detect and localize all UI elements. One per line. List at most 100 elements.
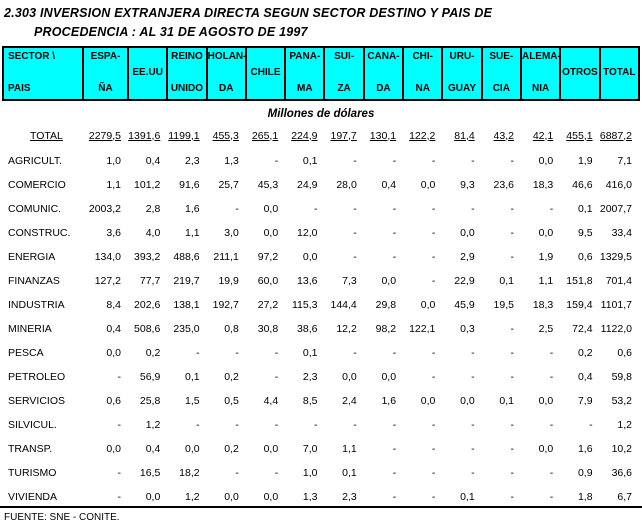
- table-cell: 192,7: [212, 299, 239, 311]
- table-cell: 0,0: [420, 179, 436, 191]
- table-cell: 1,6: [381, 395, 397, 407]
- table-cell: 0,2: [577, 347, 593, 359]
- table-cell: -: [471, 155, 475, 167]
- table-cell: -: [549, 491, 554, 503]
- column-header-line2: NIA: [532, 83, 550, 94]
- table-cell: 0,0: [538, 443, 554, 455]
- table-cell: 0,0: [145, 491, 161, 503]
- table-cell: -: [510, 467, 514, 479]
- table-cell: -: [353, 203, 357, 215]
- column-header-line1: OTROS: [562, 67, 598, 78]
- table-cell: 33,4: [611, 227, 632, 239]
- table-cell: 1199,1: [168, 129, 200, 142]
- table-cell: 1,3: [302, 491, 318, 503]
- table-cell: 508,6: [134, 323, 161, 335]
- table-cell: 0,1: [184, 371, 200, 383]
- title-line1: 2.303 INVERSION EXTRANJERA DIRECTA SEGUN…: [4, 6, 493, 20]
- table-cell: 151,8: [566, 275, 593, 287]
- table-row: SILVICUL. - 1,2 - - - - - - - - - - - 1,2: [3, 413, 639, 437]
- table-cell: 97,2: [257, 251, 279, 263]
- table-cell: -: [510, 371, 514, 383]
- table-cell: 98,2: [375, 323, 397, 335]
- table-cell: -: [392, 491, 397, 503]
- row-label: COMUNIC.: [8, 203, 62, 215]
- units-subtitle: Millones de dólares: [267, 108, 375, 120]
- table-cell: -: [274, 371, 279, 383]
- column-header: PANA- MA: [284, 46, 326, 101]
- corner-header-line1: SECTOR \: [8, 51, 56, 62]
- table-cell: -: [196, 347, 200, 359]
- table-cell: 1,2: [617, 419, 632, 431]
- column-header-line1: REINO: [171, 51, 203, 62]
- table-cell: -: [313, 203, 318, 215]
- table-cell: -: [274, 467, 279, 479]
- table-cell: -: [431, 227, 436, 239]
- table-cell: 1329,5: [599, 251, 632, 263]
- table-cell: 25,7: [218, 179, 239, 191]
- table-cell: 36,6: [611, 467, 632, 479]
- column-header-line1: URU-: [449, 51, 475, 62]
- table-cell: -: [471, 371, 475, 383]
- table-cell: 2003,2: [88, 203, 121, 215]
- table-cell: 1,0: [302, 467, 318, 479]
- table-cell: 101,2: [134, 179, 161, 191]
- table-cell: 19,9: [218, 275, 239, 287]
- column-header: HOLAN- DA: [205, 46, 247, 101]
- table-cell: 0,4: [577, 371, 593, 383]
- table-cell: -: [392, 251, 397, 263]
- table-cell: 24,9: [297, 179, 318, 191]
- table-cell: -: [471, 467, 475, 479]
- table-row: PESCA 0,0 0,2 - - - 0,1 - - - - - - 0,2 0,6: [3, 341, 639, 365]
- table-cell: 0,2: [145, 347, 161, 359]
- table-cell: 0,0: [263, 443, 279, 455]
- table-cell: 0,1: [302, 347, 318, 359]
- table-cell: 0,0: [342, 371, 357, 383]
- table-cell: 8,5: [302, 395, 318, 407]
- table-cell: 2,8: [145, 203, 161, 215]
- table-cell: 0,1: [577, 203, 593, 215]
- table-cell: -: [353, 155, 357, 167]
- table-cell: -: [274, 419, 279, 431]
- table-cell: 0,4: [145, 155, 161, 167]
- table-cell: 27,2: [257, 299, 279, 311]
- table-cell: 77,7: [139, 275, 161, 287]
- table-cell: -: [117, 467, 122, 479]
- table-cell: -: [431, 491, 436, 503]
- table-cell: 0,4: [106, 323, 121, 335]
- table-cell: 0,2: [224, 371, 239, 383]
- row-label: CONSTRUC.: [8, 227, 71, 239]
- column-header-line2: DA: [376, 83, 391, 94]
- table-cell: 8,4: [106, 299, 121, 311]
- column-header-line2: NA: [415, 83, 430, 94]
- row-label: TURISMO: [8, 467, 57, 479]
- table-cell: -: [392, 203, 397, 215]
- column-header: TOTAL: [598, 46, 641, 101]
- table-cell: 38,6: [297, 323, 318, 335]
- table-cell: -: [431, 371, 436, 383]
- table-cell: 0,1: [460, 491, 475, 503]
- table-cell: 122,1: [409, 323, 436, 335]
- table-row: TRANSP. 0,0 0,4 0,0 0,2 0,0 7,0 1,1 - - - - 0,0 1,6 10…: [3, 437, 639, 461]
- table-cell: 0,0: [420, 299, 436, 311]
- column-header-line1: CANA-: [367, 51, 400, 62]
- column-header-line2: GUAY: [448, 83, 477, 94]
- table-cell: 1101,7: [600, 299, 632, 311]
- table-cell: 7,1: [617, 155, 632, 167]
- table-cell: 134,0: [94, 251, 121, 263]
- table-cell: 7,9: [577, 395, 593, 407]
- table-cell: 235,0: [173, 323, 200, 335]
- table-cell: -: [353, 227, 357, 239]
- column-header-line2: DA: [219, 83, 234, 94]
- column-header-line1: ALEMA-: [521, 51, 561, 62]
- table-cell: 45,9: [454, 299, 475, 311]
- table-cell: 488,6: [173, 251, 200, 263]
- table-cell: 0,6: [577, 251, 593, 263]
- column-header-line2: MA: [297, 83, 313, 94]
- column-header: OTROS: [559, 46, 601, 101]
- table-cell: 23,6: [493, 179, 514, 191]
- table-cell: -: [274, 347, 279, 359]
- table-cell: -: [549, 419, 554, 431]
- table-cell: 0,0: [224, 491, 239, 503]
- table-cell: 0,1: [499, 275, 514, 287]
- table-cell: 59,8: [611, 371, 632, 383]
